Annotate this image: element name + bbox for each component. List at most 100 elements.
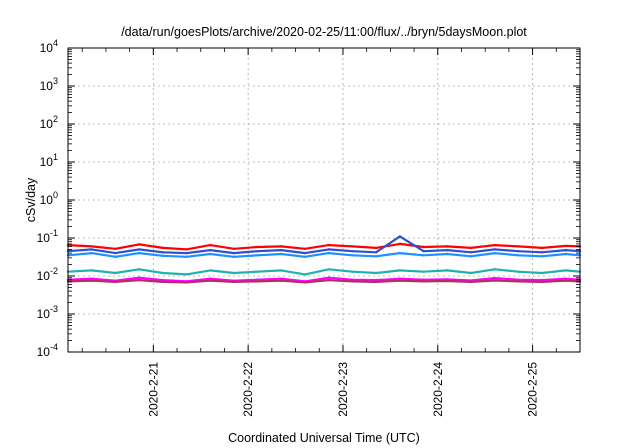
data-point xyxy=(327,276,330,279)
data-point xyxy=(303,281,307,284)
data-point xyxy=(374,278,378,282)
data-point xyxy=(493,268,496,271)
data-point xyxy=(564,277,567,280)
data-point xyxy=(398,242,402,246)
data-point xyxy=(564,279,567,282)
data-point xyxy=(493,248,496,251)
y-axis-label: cSv/day xyxy=(24,177,38,222)
data-point xyxy=(469,271,473,275)
data-point xyxy=(232,247,236,250)
y-tick-label: 103 xyxy=(40,76,58,93)
data-point xyxy=(540,246,544,250)
data-point xyxy=(161,251,165,254)
data-point xyxy=(422,280,425,283)
data-point xyxy=(564,248,567,252)
x-tick-label: 2020-2-21 xyxy=(146,362,160,417)
data-point xyxy=(540,278,544,282)
data-point xyxy=(232,251,236,255)
y-tick-label: 10-2 xyxy=(37,266,58,283)
y-tick-label: 10-4 xyxy=(37,342,58,359)
data-point xyxy=(446,252,449,256)
series-line xyxy=(67,242,581,251)
data-point xyxy=(493,251,496,255)
data-point xyxy=(137,268,141,271)
data-point xyxy=(209,279,212,282)
data-point xyxy=(446,279,449,283)
data-point xyxy=(161,278,165,282)
data-point xyxy=(161,254,165,258)
data-point xyxy=(209,252,212,256)
data-point xyxy=(517,254,520,257)
y-tick-exponent: -4 xyxy=(50,342,58,352)
data-point xyxy=(90,245,93,248)
data-point xyxy=(114,251,117,255)
data-point xyxy=(90,248,93,251)
data-point xyxy=(327,278,330,282)
data-point xyxy=(327,251,330,255)
data-point xyxy=(517,245,520,248)
data-point xyxy=(493,279,496,282)
x-axis-label: Coordinated Universal Time (UTC) xyxy=(228,431,420,445)
x-tick-label: 2020-2-25 xyxy=(526,362,540,417)
data-point xyxy=(564,244,567,248)
data-point xyxy=(398,251,402,255)
y-tick-label: 10-3 xyxy=(37,304,58,321)
x-ticks: 2020-2-21 2020-2-22 2020-2-23 2020-2-24 2020… xyxy=(81,48,557,417)
data-point xyxy=(90,279,93,282)
data-point xyxy=(540,255,544,258)
data-point xyxy=(469,280,473,284)
data-point xyxy=(137,243,141,246)
data-point xyxy=(564,269,567,272)
data-point xyxy=(137,251,141,255)
chart-title: /data/run/goesPlots/archive/2020-02-25/1… xyxy=(121,25,527,39)
y-tick-exponent: 1 xyxy=(53,152,58,162)
y-tick-exponent: 4 xyxy=(53,38,58,48)
data-point xyxy=(469,255,473,258)
data-point xyxy=(280,248,283,252)
data-point xyxy=(280,279,283,282)
data-point xyxy=(185,255,188,259)
data-point xyxy=(280,269,283,272)
data-point xyxy=(540,280,544,284)
data-point xyxy=(398,279,402,282)
y-tick-exponent: -2 xyxy=(50,266,58,276)
data-point xyxy=(446,278,449,281)
grid xyxy=(68,47,580,353)
data-point xyxy=(422,249,425,253)
x-tick-label: 2020-2-22 xyxy=(241,362,255,417)
y-tick-label: 102 xyxy=(40,114,58,131)
y-tick-exponent: 0 xyxy=(53,190,58,200)
data-point xyxy=(232,255,236,259)
data-point xyxy=(209,248,212,252)
data-point xyxy=(446,245,449,248)
y-tick-exponent: 3 xyxy=(53,76,58,86)
data-point xyxy=(232,271,236,275)
series-line xyxy=(67,279,581,284)
y-tick-exponent: -3 xyxy=(50,304,58,314)
data-point xyxy=(517,280,520,283)
data-point xyxy=(351,254,354,257)
data-point xyxy=(493,243,496,247)
data-point xyxy=(540,251,544,254)
x-tick-label: 2020-2-24 xyxy=(431,362,445,417)
data-point xyxy=(280,252,283,256)
data-point xyxy=(374,255,378,258)
data-point xyxy=(256,254,259,257)
data-point xyxy=(114,247,117,250)
data-point xyxy=(446,269,449,272)
data-point xyxy=(209,243,212,247)
data-point xyxy=(327,248,330,251)
data-point xyxy=(303,273,307,276)
data-point xyxy=(137,278,141,282)
data-point xyxy=(493,276,496,280)
data-point xyxy=(280,277,283,280)
data-point xyxy=(303,255,307,259)
data-point xyxy=(446,248,449,252)
data-point xyxy=(374,280,378,284)
data-point xyxy=(232,280,236,284)
y-tick-label: 104 xyxy=(40,38,58,55)
data-point xyxy=(422,270,425,273)
y-tick-label: 10-1 xyxy=(37,228,58,245)
data-point xyxy=(280,245,283,248)
